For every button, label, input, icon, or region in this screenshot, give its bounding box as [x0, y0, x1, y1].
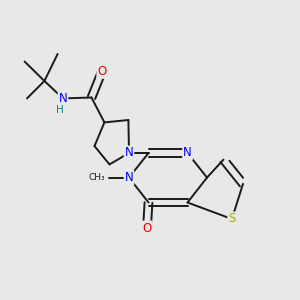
Text: O: O — [142, 221, 152, 235]
Text: CH₃: CH₃ — [89, 173, 106, 182]
Text: N: N — [183, 146, 192, 160]
Text: H: H — [56, 105, 64, 116]
Text: N: N — [124, 171, 134, 184]
Text: S: S — [228, 212, 236, 226]
Text: O: O — [98, 65, 106, 78]
Text: N: N — [124, 146, 134, 160]
Text: N: N — [58, 92, 68, 105]
